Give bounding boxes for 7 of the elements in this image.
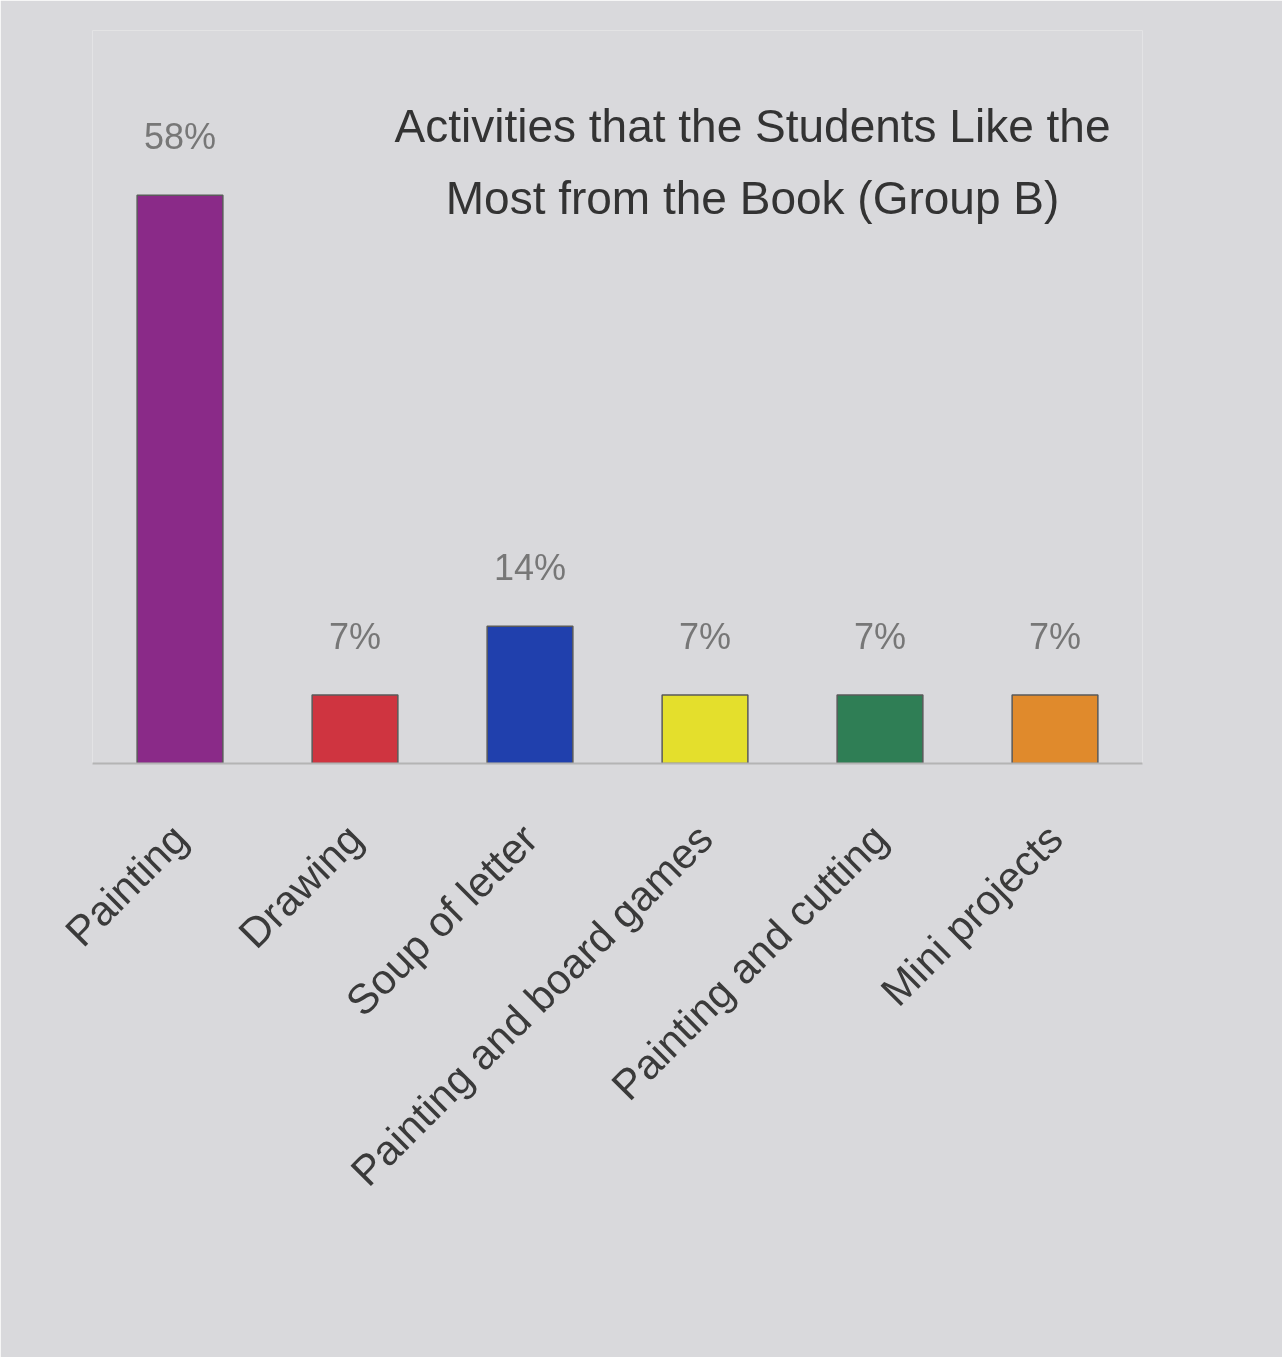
data-label: 14%	[493, 547, 567, 589]
data-label: 7%	[678, 615, 732, 657]
data-label: 7%	[1028, 615, 1082, 657]
data-label: 7%	[328, 615, 382, 657]
data-label: 58%	[143, 116, 217, 158]
data-label: 7%	[853, 615, 907, 657]
chart-title: Activities that the Students Like the Most from the Book (Group B)	[394, 99, 1111, 224]
